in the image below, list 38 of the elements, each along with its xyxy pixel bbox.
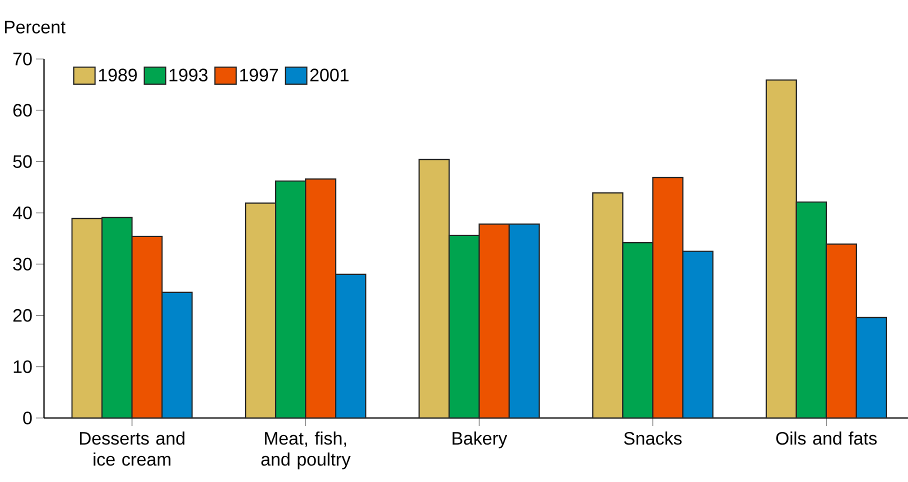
bar: [305, 178, 336, 418]
y-tick-label: 0: [23, 412, 32, 424]
x-tick-label: Snacks: [624, 432, 682, 445]
bar: [592, 192, 624, 418]
bar: [274, 180, 306, 418]
bar: [71, 218, 103, 418]
y-tick-label: 40: [12, 206, 32, 220]
y-tick-label: 20: [13, 309, 32, 322]
y-tick-label: 30: [13, 258, 32, 271]
bar: [826, 244, 858, 418]
bar: [101, 216, 133, 418]
bar: [131, 236, 163, 418]
bar: [478, 224, 510, 418]
y-tick-label: 70: [13, 52, 32, 66]
x-tick-label: Meat, fish, and poultry: [261, 432, 351, 470]
bar: [508, 224, 540, 418]
bar: [418, 158, 450, 418]
bar: [622, 242, 654, 418]
legend-label: 1997: [240, 68, 278, 82]
bar: [448, 234, 480, 418]
y-tick-label: 50: [13, 155, 32, 168]
bar: [161, 292, 193, 418]
bar: [796, 201, 827, 418]
y-tick-label: 60: [13, 104, 32, 117]
legend-label: 2001: [310, 68, 349, 82]
bar: [766, 79, 797, 418]
bar: [244, 202, 276, 418]
bar: [682, 250, 714, 418]
y-tick-label: 10: [14, 360, 32, 374]
x-tick-label: Bakery: [452, 432, 508, 448]
legend-label: 1993: [170, 68, 208, 82]
bar: [652, 176, 684, 418]
bar: [856, 316, 888, 418]
bar: [335, 274, 366, 418]
legend-label: 1989: [99, 68, 137, 82]
x-tick-label: Oils and fats: [776, 432, 877, 445]
y-axis-title: Percent: [5, 20, 66, 34]
x-tick-label: Desserts and ice cream: [80, 432, 184, 466]
